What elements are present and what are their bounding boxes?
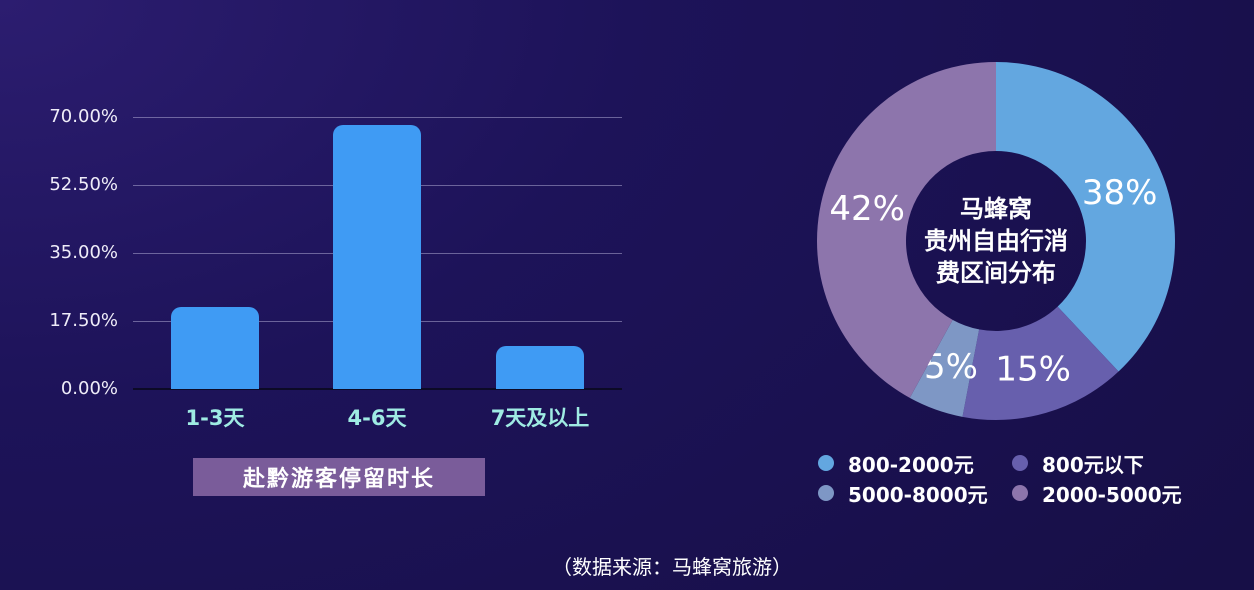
bar [171, 307, 259, 389]
donut-slice-percentage-label: 38% [1082, 173, 1158, 213]
data-source-note: （数据来源：马蜂窝旅游） [552, 555, 792, 579]
legend-color-dot [818, 455, 834, 471]
donut-slice-3 [817, 62, 996, 398]
donut-slice-percentage-label: 42% [829, 189, 905, 229]
donut-slice-1 [962, 306, 1119, 421]
legend-label: 5000-8000元 [848, 482, 988, 507]
legend-color-dot [1012, 485, 1028, 501]
x-axis-line [133, 388, 622, 390]
legend-label: 800元以下 [1042, 452, 1144, 477]
donut-legend: 800-2000元 800元以下 5000-8000元 2000-5000元 [818, 452, 1182, 507]
donut-chart: 38%15%5%42% [817, 62, 1176, 421]
donut-slice-percentage-label: 15% [995, 350, 1071, 390]
legend-color-dot [818, 485, 834, 501]
y-axis-tick-label: 35.00% [49, 242, 118, 263]
donut-center-title-line: 费区间分布 [936, 259, 1056, 287]
donut-slice-0 [996, 62, 1176, 372]
bar-chart-title-banner: 赴黔游客停留时长 [193, 458, 485, 496]
legend-label: 800-2000元 [848, 452, 974, 477]
legend-label: 2000-5000元 [1042, 482, 1182, 507]
legend-item: 5000-8000元 [818, 482, 1012, 507]
legend-item: 800元以下 [1012, 452, 1182, 477]
y-axis-tick-label: 17.50% [49, 310, 118, 331]
legend-item: 800-2000元 [818, 452, 1012, 477]
legend-color-dot [1012, 455, 1028, 471]
y-axis-tick-label: 70.00% [49, 106, 118, 127]
bar-chart-title: 赴黔游客停留时长 [242, 467, 435, 492]
bar [333, 125, 421, 389]
bar-category-label: 1-3天 [185, 406, 245, 430]
y-axis-tick-label: 52.50% [49, 174, 118, 195]
legend-item: 2000-5000元 [1012, 482, 1182, 507]
bar-category-label: 7天及以上 [490, 406, 590, 430]
donut-slice-2 [909, 319, 980, 417]
donut-center-title: 马蜂窝贵州自由行消 费区间分布 [896, 151, 1096, 331]
bar-chart: 70.00% 52.50% 35.00% 17.50% 0.00% 1-3天 4-6天 7天及… [49, 106, 622, 430]
donut-center-title-line: 贵州自由行消 [924, 227, 1068, 255]
gridline [133, 117, 622, 118]
donut-center-title-line: 马蜂窝 [960, 195, 1032, 223]
y-axis-tick-label: 0.00% [60, 378, 118, 399]
bar [496, 346, 584, 389]
bar-category-label: 4-6天 [347, 406, 407, 430]
